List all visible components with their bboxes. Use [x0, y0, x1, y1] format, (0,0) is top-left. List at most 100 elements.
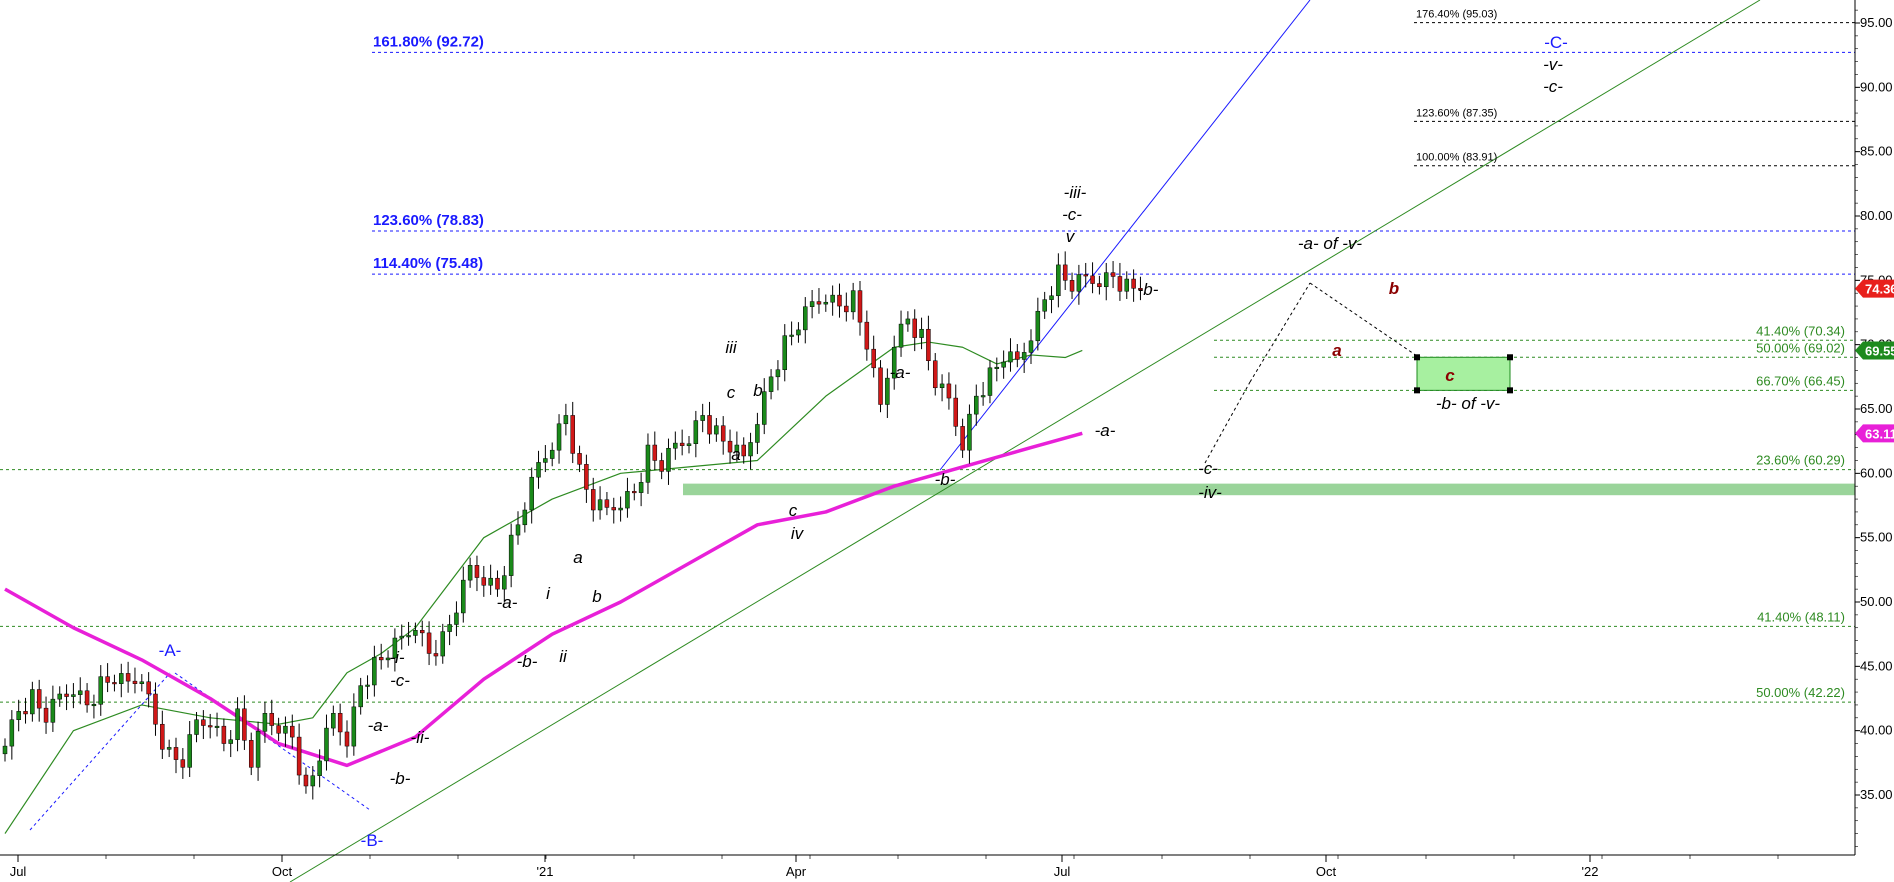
wave-label: -a- — [497, 593, 518, 612]
fibonacci-lines — [0, 22, 1855, 703]
wave-label: -c- — [390, 671, 410, 690]
wave-label: -a- — [1095, 421, 1116, 440]
fib-label: 41.40% (70.34) — [1756, 323, 1845, 338]
candle-body — [214, 725, 220, 728]
candle-body — [481, 577, 487, 586]
target-zone-handle — [1414, 354, 1420, 361]
candle-body — [290, 725, 295, 738]
wave-labels: -A--B--C--v--c--i--c--a--ii--b--a--b-iii… — [159, 33, 1568, 850]
candle-body — [604, 499, 610, 508]
candle-body — [98, 676, 104, 705]
candle-body — [686, 443, 692, 446]
candle-body — [775, 369, 781, 378]
candle-body — [84, 690, 90, 706]
candle-body — [30, 689, 35, 715]
wave-label: c — [1445, 366, 1455, 385]
time-tick-label: Jul — [1054, 864, 1071, 879]
fib-label: 41.40% (48.11) — [1757, 609, 1845, 624]
blue-trendline — [939, 0, 1311, 471]
price-tag-label: 69.55 — [1865, 343, 1894, 358]
candle-body — [228, 739, 233, 744]
candle-body — [310, 775, 316, 787]
candle-body — [1124, 278, 1130, 292]
candle-body — [960, 426, 965, 451]
wave-label: -a- of -v- — [1298, 234, 1363, 253]
short-moving-average-line — [4, 341, 1083, 834]
candle-body — [1028, 340, 1034, 353]
candle-body — [488, 577, 493, 586]
price-tick-label: 50.00 — [1860, 594, 1893, 609]
wave-label: c — [727, 383, 736, 402]
price-tag-label: 74.36 — [1865, 282, 1894, 297]
candle-body — [673, 442, 678, 449]
candle-body — [816, 301, 822, 305]
candle-body — [296, 736, 302, 776]
candle-body — [50, 698, 56, 723]
candle-body — [809, 301, 815, 307]
candle-body — [317, 760, 322, 776]
candle-body — [392, 637, 398, 659]
candle-body — [16, 711, 21, 720]
candle-body — [871, 348, 876, 369]
target-zone-rect — [1416, 356, 1511, 391]
candle-body — [891, 346, 897, 379]
wave-label: i — [546, 584, 551, 603]
candle-body — [939, 383, 945, 389]
candle-body — [495, 577, 500, 590]
candle-body — [1021, 352, 1027, 360]
time-tick-label: Jul — [10, 864, 27, 879]
wave-label: -b- — [1138, 280, 1159, 299]
target-zone-handle — [1507, 387, 1513, 394]
candle-body — [857, 290, 863, 323]
candle-body — [693, 420, 699, 444]
wave-label: ii — [559, 647, 568, 666]
candle-body — [242, 708, 247, 741]
candle-body — [1035, 310, 1041, 342]
candle-body — [105, 676, 110, 683]
fib-label: 114.40% (75.48) — [373, 255, 483, 272]
candle-body — [755, 424, 760, 443]
candle-body — [166, 747, 172, 750]
candle-body — [125, 673, 131, 682]
fib-label: 50.00% (69.02) — [1756, 340, 1845, 355]
candle-body — [139, 681, 145, 684]
candle-body — [173, 747, 179, 760]
candle-body — [679, 442, 685, 446]
candle-body — [276, 725, 281, 734]
fib-label: 50.00% (42.22) — [1756, 685, 1845, 700]
wave-label: -B- — [361, 831, 384, 850]
candle-body — [1090, 275, 1095, 284]
price-tick-label: 65.00 — [1860, 401, 1893, 416]
wave-label: iv — [791, 524, 805, 543]
candle-body — [132, 680, 138, 684]
candle-body — [36, 689, 42, 709]
candle-body — [180, 759, 186, 768]
candle-body — [994, 366, 1000, 369]
candle-body — [461, 579, 466, 614]
candle-body — [1083, 274, 1088, 277]
candle-body — [474, 565, 480, 578]
candle-body — [201, 719, 206, 726]
candle-body — [508, 534, 514, 576]
candle-body — [611, 507, 617, 511]
wave-label: b — [592, 587, 601, 606]
price-tick-label: 95.00 — [1860, 15, 1893, 30]
candle-body — [351, 706, 357, 747]
candlesticks — [2, 251, 1143, 800]
price-tick-label: 40.00 — [1860, 723, 1893, 738]
candle-body — [303, 774, 309, 787]
candle-body — [980, 395, 986, 398]
candle-body — [645, 444, 651, 483]
candle-body — [372, 657, 377, 686]
candle-body — [1001, 361, 1006, 368]
candle-body — [837, 294, 842, 307]
candle-body — [331, 713, 336, 729]
target-box — [1414, 354, 1513, 394]
candle-body — [577, 453, 582, 465]
price-tick-label: 60.00 — [1860, 465, 1893, 480]
candle-body — [413, 630, 418, 636]
green-trendline — [289, 0, 1761, 882]
time-axis: Jul Oct '21 Apr Jul Oct '22 — [0, 854, 1855, 879]
candle-body — [1042, 299, 1047, 312]
candle-body — [283, 725, 288, 734]
